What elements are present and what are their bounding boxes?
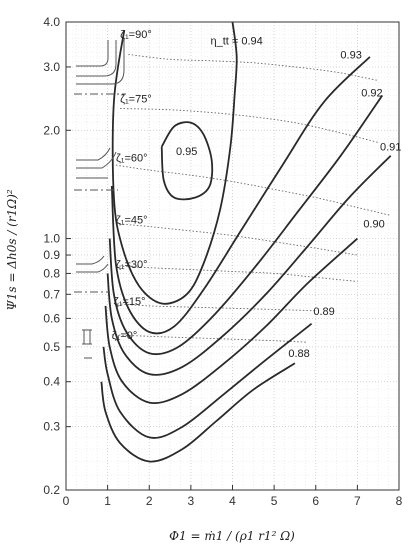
- blade-angle-line: [120, 108, 379, 143]
- efficiency-contour: [106, 155, 392, 376]
- blade-angle-label: ζ₁=30°: [116, 259, 148, 271]
- rotor-sketch-0: [82, 329, 92, 359]
- efficiency-contour: [102, 322, 313, 439]
- y-tick-label: 4.0: [43, 15, 60, 29]
- blade-angle-line: [115, 164, 391, 216]
- efficiency-contour: [108, 94, 384, 356]
- efficiency-contour-label: 0.89: [313, 306, 334, 318]
- x-tick-label: 3: [188, 494, 195, 508]
- efficiency-contour: [100, 362, 296, 463]
- y-axis-label: Ψ1s = Δh0s / (r1Ω)²: [5, 189, 19, 311]
- y-tick-label: 0.7: [43, 287, 60, 301]
- curve-labels: ζ₁=90° ζ₁=75° ζ₁=60° ζ₁=45° ζ₁=30° ζ₁=15° ζ₁=0…: [112, 29, 402, 360]
- y-tick-label: 2.0: [43, 123, 60, 137]
- blade-angle-line: [111, 334, 308, 343]
- y-tick-label: 0.8: [43, 266, 60, 280]
- y-tick-label: 0.9: [43, 248, 60, 262]
- blade-angle-line: [115, 265, 358, 282]
- efficiency-contours: [100, 21, 392, 463]
- efficiency-contour-label: 0.88: [288, 348, 309, 360]
- y-tick-label: 0.4: [43, 375, 60, 389]
- efficiency-contour-label: 0.92: [361, 87, 382, 99]
- rotor-sketch-30: [74, 255, 110, 293]
- blade-angle-label: ζ₁=0°: [112, 330, 138, 342]
- blade-angle-label: ζ₁=60°: [116, 153, 148, 165]
- x-tick-label: 0: [63, 494, 70, 508]
- y-tick-label: 0.6: [43, 311, 60, 325]
- blade-angle-line: [113, 303, 316, 312]
- blade-angle-lines: [111, 53, 391, 343]
- rotor-sketch-60: [74, 147, 118, 191]
- rotor-sketch-90: [74, 40, 126, 95]
- efficiency-contour-label: 0.90: [363, 219, 384, 231]
- y-tick-label: 1.0: [43, 232, 60, 246]
- blade-angle-label: ζ₁=15°: [114, 296, 146, 308]
- efficiency-contour-label: 0.93: [340, 49, 361, 61]
- blade-angle-line: [115, 223, 358, 256]
- efficiency-contour-label: η_tt = 0.94: [211, 36, 263, 48]
- efficiency-contour: [110, 56, 371, 335]
- x-axis-label: Φ1 = ṁ1 / (ρ1 r1² Ω): [169, 529, 295, 543]
- blade-angle-label: ζ₁=45°: [116, 214, 148, 226]
- rotor-sketches: [74, 40, 126, 359]
- y-tick-label: 3.0: [43, 60, 60, 74]
- efficiency-contour: [160, 121, 214, 201]
- efficiency-contour: [104, 237, 359, 404]
- x-tick-label: 6: [312, 494, 319, 508]
- x-tick-label: 1: [104, 494, 111, 508]
- y-tick-label: 0.3: [43, 420, 60, 434]
- y-tick-label: 0.5: [43, 340, 60, 354]
- efficiency-contour-label: 0.91: [380, 142, 401, 154]
- blade-angle-label: ζ₁=90°: [120, 29, 152, 41]
- x-tick-label: 5: [271, 494, 278, 508]
- x-tick-label: 2: [146, 494, 153, 508]
- x-tick-label: 7: [354, 494, 361, 508]
- efficiency-contour: [111, 21, 238, 305]
- x-axis-ticks: 0 1 2 3 4 5 6 7 8: [63, 485, 403, 508]
- x-tick-label: 4: [229, 494, 236, 508]
- x-tick-label: 8: [396, 494, 403, 508]
- blade-angle-label: ζ₁=75°: [120, 94, 152, 106]
- y-tick-label: 0.2: [43, 483, 60, 497]
- y-axis-ticks: 0.2 0.3 0.4 0.5 0.6 0.7 0.8 0.9 1.0 2.0 3.0 4.0: [43, 15, 71, 497]
- efficiency-contour-label: 0.95: [176, 146, 197, 158]
